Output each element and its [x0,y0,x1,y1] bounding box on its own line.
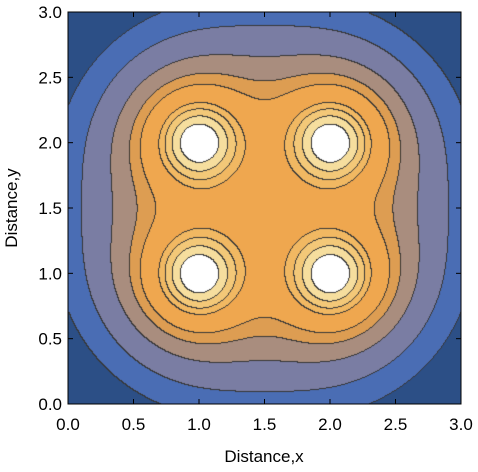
x-tick-label: 2.0 [318,415,342,434]
y-tick-label: 1.0 [38,264,62,283]
plot-area [68,12,461,404]
x-axis-label: Distance,x [224,447,304,466]
x-tick-label: 2.5 [384,415,408,434]
y-tick-label: 1.5 [38,199,62,218]
x-axis-ticks: 0.0 0.5 1.0 1.5 2.0 2.5 3.0 [56,12,473,434]
x-tick-label: 0.0 [56,415,80,434]
y-tick-label: 0.0 [38,395,62,414]
x-tick-label: 1.0 [187,415,211,434]
source-point [197,271,201,276]
x-tick-label: 0.5 [122,415,146,434]
y-tick-label: 2.0 [38,134,62,153]
y-tick-label: 3.0 [38,3,62,22]
y-axis-label: Distance,y [2,168,21,248]
source-point [328,140,332,145]
x-tick-label: 1.5 [253,415,277,434]
x-tick-label: 3.0 [449,415,473,434]
y-tick-label: 2.5 [38,68,62,87]
source-point [328,271,332,276]
y-axis-ticks: 0.0 0.5 1.0 1.5 2.0 2.5 3.0 [38,3,461,414]
y-tick-label: 0.5 [38,330,62,349]
contour-fill [68,12,461,404]
source-point [197,140,201,145]
